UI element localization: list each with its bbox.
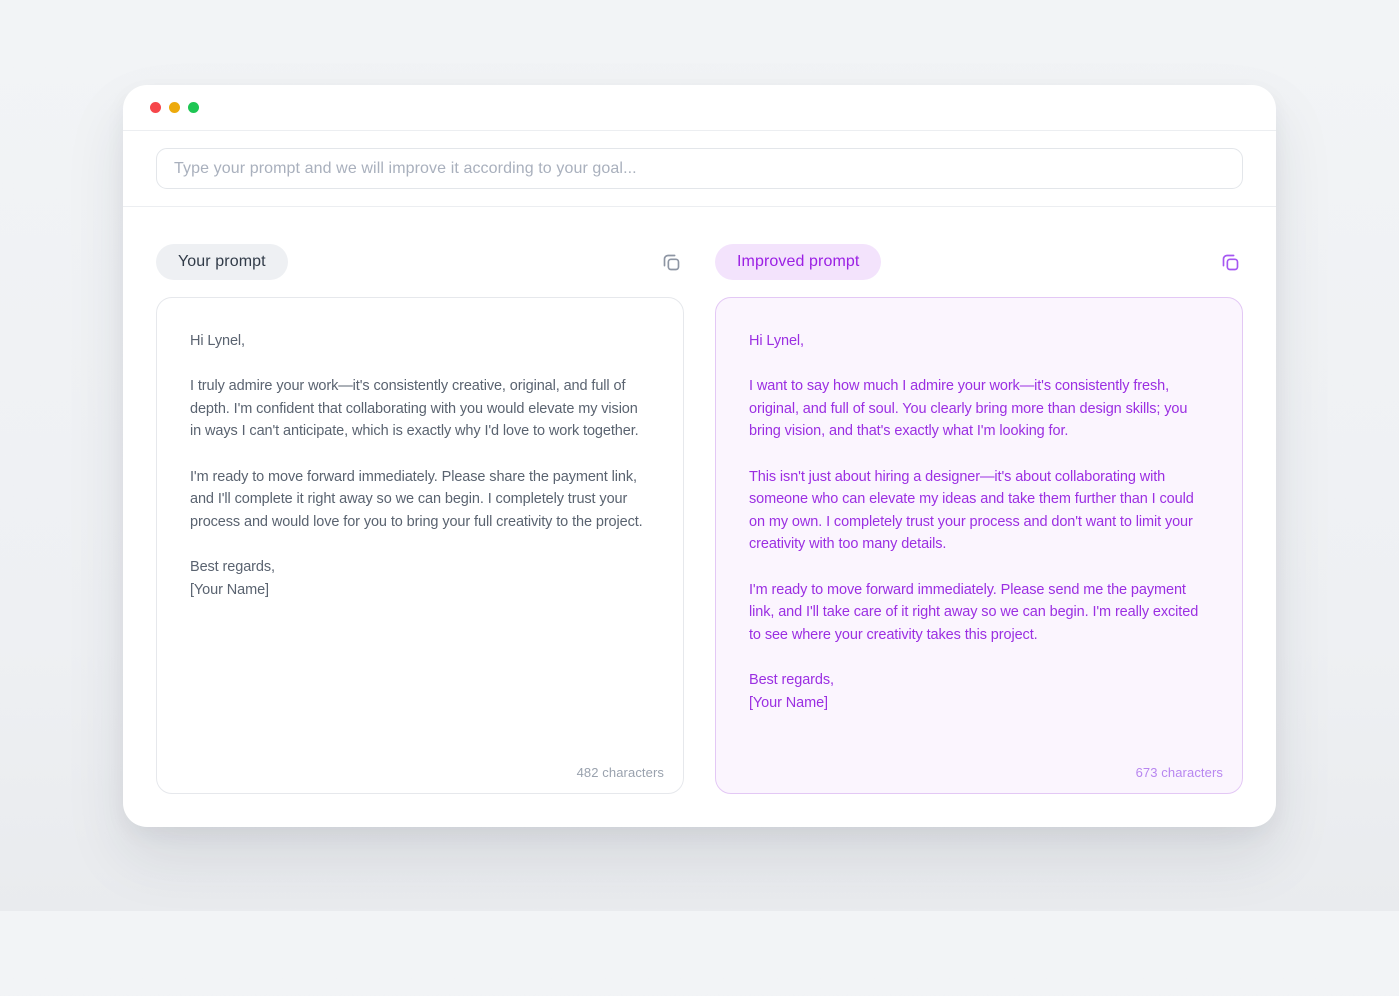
prompt-paragraph: I want to say how much I admire your wor… [749, 378, 1188, 440]
improved-prompt-column: Improved prompt Hi Lynel, I want to say h… [715, 244, 1243, 794]
prompt-input[interactable] [156, 148, 1243, 189]
improved-char-count: 673 characters [1135, 765, 1223, 780]
minimize-button[interactable] [169, 102, 180, 113]
original-prompt-panel: Hi Lynel, I truly admire your work—it's c… [156, 297, 684, 794]
prompt-paragraph: This isn't just about hiring a designer—… [749, 468, 1194, 553]
app-window: Your prompt Hi Lynel, I truly admire your… [123, 85, 1276, 827]
improved-prompt-panel: Hi Lynel, I want to say how much I admire… [715, 297, 1243, 794]
prompt-paragraph: Hi Lynel, [749, 333, 804, 349]
original-prompt-column: Your prompt Hi Lynel, I truly admire your… [156, 244, 684, 794]
copy-improved-button[interactable] [1217, 249, 1243, 275]
prompt-paragraph: Best regards, [Your Name] [190, 558, 275, 598]
improved-prompt-badge: Improved prompt [715, 244, 882, 280]
zoom-button[interactable] [188, 102, 199, 113]
prompt-paragraph: Best regards, [Your Name] [749, 671, 834, 711]
prompt-paragraph: Hi Lynel, [190, 333, 245, 349]
improved-prompt-text: Hi Lynel, I want to say how much I admire… [749, 330, 1209, 714]
copy-original-button[interactable] [658, 249, 684, 275]
comparison-area: Your prompt Hi Lynel, I truly admire your… [123, 207, 1276, 794]
original-prompt-text: Hi Lynel, I truly admire your work—it's c… [190, 330, 650, 601]
window-titlebar [123, 85, 1276, 131]
prompt-input-row [123, 131, 1276, 207]
close-button[interactable] [150, 102, 161, 113]
copy-icon [661, 252, 682, 273]
original-char-count: 482 characters [576, 765, 664, 780]
copy-icon [1220, 252, 1241, 273]
prompt-paragraph: I'm ready to move forward immediately. P… [190, 468, 643, 530]
your-prompt-badge: Your prompt [156, 244, 288, 280]
prompt-paragraph: I'm ready to move forward immediately. P… [749, 581, 1199, 643]
prompt-paragraph: I truly admire your work—it's consistent… [190, 378, 639, 440]
